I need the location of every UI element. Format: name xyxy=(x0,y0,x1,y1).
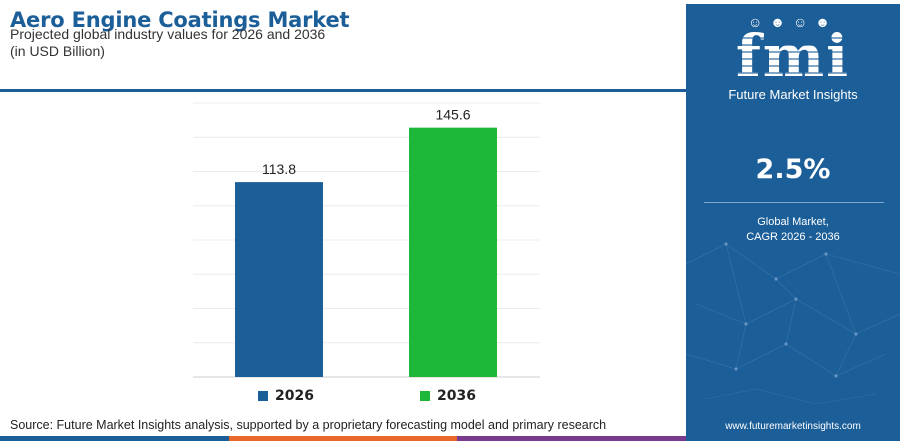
bottom-bar-segment xyxy=(228,436,458,441)
chart-subtitle: Projected global industry values for 202… xyxy=(10,26,326,42)
bottom-bar-segment xyxy=(457,436,687,441)
data-label-2026: 113.8 xyxy=(262,161,296,177)
data-label-2036: 145.6 xyxy=(435,107,470,123)
legend-item-2026: 2026 xyxy=(258,388,314,404)
legend-label-2026: 2026 xyxy=(275,388,314,404)
legend-item-2036: 2036 xyxy=(420,388,476,404)
chart-title: Aero Engine Coatings Market xyxy=(10,8,350,32)
chart-unit: (in USD Billion) xyxy=(10,43,105,59)
sidebar-panel: ☺☻☺☻ fmi Future Market Insights 2.5% Glo… xyxy=(686,4,900,441)
bar-chart: 113.8 145.6 xyxy=(193,102,540,378)
legend-swatch-2026 xyxy=(258,391,268,401)
bottom-color-bar xyxy=(0,436,687,441)
cagr-label-line2: CAGR 2026 - 2036 xyxy=(746,231,840,243)
legend-swatch-2036 xyxy=(420,391,430,401)
cagr-label: Global Market, CAGR 2026 - 2036 xyxy=(686,215,900,245)
chart-panel: Aero Engine Coatings Market Projected gl… xyxy=(0,8,687,441)
bottom-bar-segment xyxy=(0,436,229,441)
website-url[interactable]: www.futuremarketinsights.com xyxy=(725,421,861,432)
bar-2036 xyxy=(409,127,497,377)
legend-label-2036: 2036 xyxy=(437,388,476,404)
logo-stripes xyxy=(716,34,870,86)
chart-legend: 2026 2036 xyxy=(0,388,686,408)
source-note: Source: Future Market Insights analysis,… xyxy=(10,418,607,432)
logo-subtitle: Future Market Insights xyxy=(728,87,858,102)
cagr-divider xyxy=(704,202,884,203)
cagr-value: 2.5% xyxy=(755,154,831,185)
network-background xyxy=(686,242,900,405)
logo-figures-icon: ☺☻☺☻ xyxy=(747,14,839,30)
header-divider xyxy=(0,89,686,92)
bar-2026 xyxy=(235,182,323,377)
cagr-label-line1: Global Market, xyxy=(757,216,829,228)
